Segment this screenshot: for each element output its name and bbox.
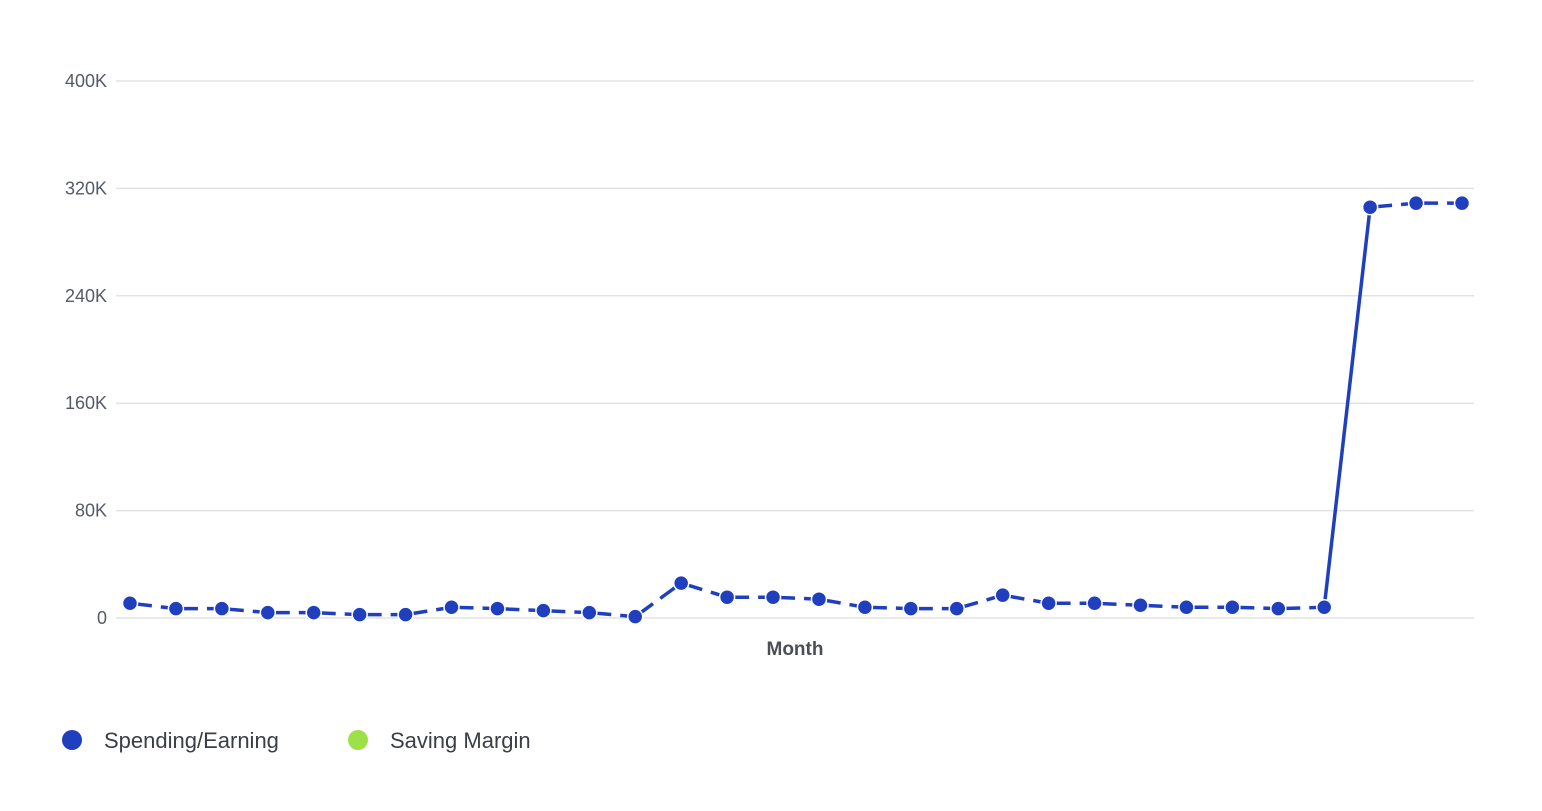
legend-label: Saving Margin (390, 728, 531, 753)
data-point[interactable] (259, 604, 277, 621)
data-point[interactable] (1178, 599, 1195, 616)
legend-item[interactable]: Spending/Earning (62, 728, 279, 753)
data-point[interactable] (1224, 599, 1241, 616)
data-point[interactable] (535, 602, 552, 619)
y-tick-label: 400K (65, 71, 107, 91)
series-line-segment (634, 581, 683, 619)
data-point[interactable] (1361, 198, 1379, 216)
y-axis-ticks: 0 80K 160K 240K 320K 400K (65, 71, 107, 628)
data-point[interactable] (1040, 594, 1057, 612)
data-point[interactable] (1453, 194, 1471, 212)
data-point[interactable] (167, 600, 185, 617)
series-points (121, 194, 1471, 625)
data-point[interactable] (1086, 594, 1103, 612)
data-point[interactable] (672, 574, 690, 592)
legend: Spending/Earning Saving Margin (62, 728, 531, 753)
data-point[interactable] (718, 588, 736, 606)
series-line-segment (1322, 206, 1372, 608)
data-point[interactable] (764, 588, 782, 606)
data-point[interactable] (351, 606, 368, 623)
data-point[interactable] (1407, 194, 1425, 212)
y-tick-label: 160K (65, 393, 107, 413)
y-tick-label: 240K (65, 286, 107, 306)
legend-marker (62, 730, 82, 750)
y-tick-label: 0 (97, 608, 107, 628)
data-point[interactable] (1132, 596, 1149, 614)
y-tick-label: 80K (75, 501, 107, 521)
data-point[interactable] (489, 600, 506, 617)
gridlines (116, 80, 1474, 619)
data-point[interactable] (121, 594, 139, 612)
data-point[interactable] (948, 600, 966, 617)
data-point[interactable] (902, 600, 920, 617)
data-point[interactable] (213, 600, 231, 617)
x-axis-title: Month (767, 639, 824, 660)
data-point[interactable] (581, 604, 598, 621)
data-point[interactable] (305, 604, 322, 621)
data-point[interactable] (856, 599, 874, 616)
data-point[interactable] (397, 606, 414, 623)
series-lines (129, 201, 1462, 619)
data-point[interactable] (1315, 599, 1333, 616)
data-point[interactable] (810, 590, 828, 608)
data-point[interactable] (626, 608, 644, 625)
y-tick-label: 320K (65, 178, 107, 198)
legend-item[interactable]: Saving Margin (348, 728, 531, 753)
data-point[interactable] (443, 599, 460, 616)
data-point[interactable] (1270, 600, 1287, 617)
data-point[interactable] (994, 586, 1011, 604)
legend-marker (348, 730, 368, 750)
legend-label: Spending/Earning (104, 728, 279, 753)
